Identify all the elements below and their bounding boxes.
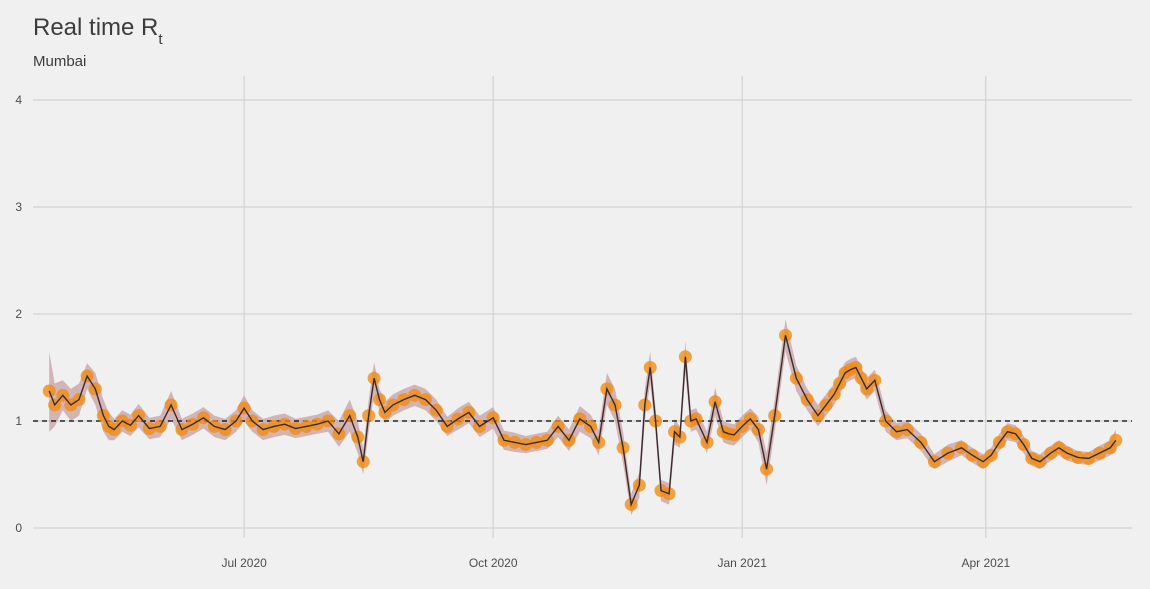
- rt-line-layer: [48, 335, 1117, 508]
- chart-title: Real time Rt: [33, 14, 163, 48]
- y-tick-label: 4: [15, 93, 22, 107]
- x-tick-label: Apr 2021: [961, 556, 1010, 570]
- y-tick-label: 3: [15, 200, 22, 214]
- x-tick-label: Jan 2021: [718, 556, 768, 570]
- y-tick-label: 1: [15, 414, 22, 428]
- rt-series-line: [48, 335, 1117, 508]
- x-tick-label: Jul 2020: [221, 556, 267, 570]
- y-tick-label: 0: [15, 521, 22, 535]
- chart-subtitle: Mumbai: [33, 53, 87, 70]
- points-layer: [42, 328, 1123, 511]
- chart-title-subscript: t: [158, 30, 163, 48]
- y-tick-label: 2: [15, 307, 22, 321]
- chart-title-main: Real time R: [33, 14, 159, 41]
- data-point: [1109, 433, 1123, 447]
- x-tick-label: Oct 2020: [469, 556, 518, 570]
- tick-labels: 0 1 2 3 4 Jul 2020 Oct 2020 Jan 2021 Apr 2021: [15, 93, 1010, 570]
- grid-lines: [33, 76, 1132, 538]
